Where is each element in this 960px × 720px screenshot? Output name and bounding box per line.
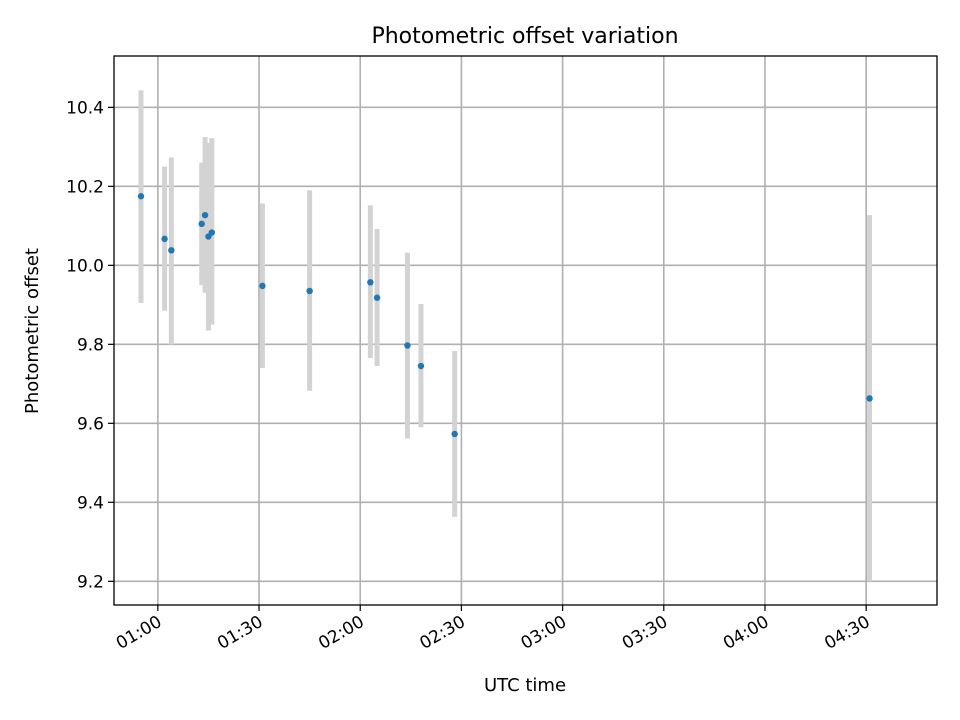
x-axis-label: UTC time	[484, 675, 566, 696]
grid	[114, 56, 937, 605]
x-tick-label: 03:30	[619, 612, 671, 654]
data-point	[161, 235, 168, 243]
y-tick-label: 9.8	[77, 335, 104, 355]
x-tick-label: 01:00	[113, 612, 165, 654]
data-point	[208, 229, 216, 236]
data-point	[866, 395, 873, 402]
data-point	[198, 220, 205, 228]
data-point	[417, 362, 425, 370]
y-tick-label: 9.6	[77, 414, 104, 434]
y-tick-label: 10.0	[66, 256, 104, 276]
x-tick-label: 02:00	[315, 612, 367, 654]
x-tick-label: 04:30	[821, 612, 873, 654]
y-axis-ticks: 9.2 9.4 9.6 9.8 10.0 10.2 10.4	[66, 98, 114, 592]
y-tick-label: 9.2	[77, 572, 104, 592]
data-point	[168, 247, 175, 254]
data-points	[137, 193, 873, 438]
y-axis-label: Photometric offset	[22, 248, 43, 414]
data-point	[201, 211, 209, 219]
x-tick-label: 02:30	[416, 612, 468, 654]
x-tick-label: 03:00	[518, 612, 570, 654]
x-axis-ticks: 01:00 01:30 02:00 02:30 03:00 03:30 04:00 04:30	[113, 605, 874, 654]
data-point	[306, 287, 313, 295]
x-tick-label: 04:00	[720, 612, 772, 654]
error-bars	[138, 90, 873, 582]
data-point	[259, 282, 266, 290]
data-point	[404, 342, 411, 349]
data-point	[373, 294, 381, 301]
x-tick-label: 01:30	[214, 612, 266, 654]
y-tick-label: 9.4	[77, 493, 104, 513]
plot-frame	[113, 55, 938, 606]
y-tick-label: 10.4	[66, 98, 104, 118]
y-tick-label: 10.2	[66, 177, 104, 197]
data-point	[137, 193, 145, 200]
data-point	[367, 279, 374, 286]
chart-title: Photometric offset variation	[371, 24, 678, 49]
data-point	[451, 430, 458, 438]
